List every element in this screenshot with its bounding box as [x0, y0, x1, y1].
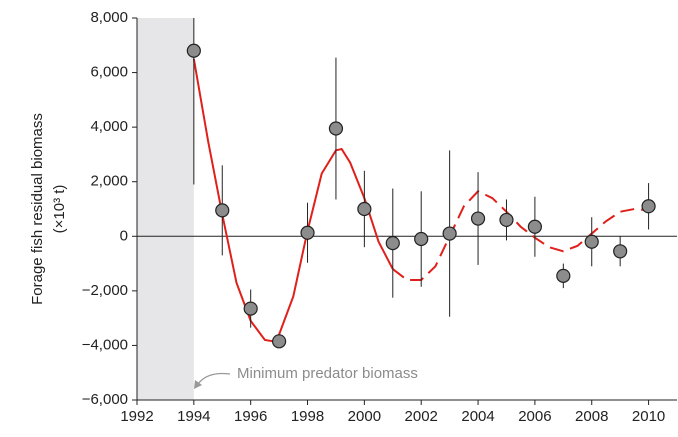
- x-tick-label: 1998: [291, 408, 324, 425]
- point: [357, 201, 372, 217]
- point: [215, 203, 230, 218]
- annotation: Minimum predator biomass: [237, 365, 418, 382]
- point: [499, 212, 514, 228]
- point: [442, 226, 457, 241]
- x-tick-label: 2006: [518, 408, 551, 425]
- point: [300, 225, 315, 240]
- plot: [192, 18, 650, 346]
- annotation-arrow: [197, 372, 231, 385]
- point: [527, 219, 542, 234]
- point: [186, 43, 201, 58]
- y-axis-label-line: (×10³ t): [51, 185, 68, 234]
- x-tick-label: 1994: [177, 408, 210, 425]
- y-axis-label: Forage fish residual biomass (×10³ t): [29, 113, 68, 305]
- point: [584, 234, 599, 249]
- point: [414, 231, 429, 247]
- y-tick-label: 4,000: [90, 118, 128, 135]
- shaded-region: [137, 18, 194, 400]
- point: [556, 268, 571, 283]
- x-tick-label: 1996: [234, 408, 267, 425]
- point: [272, 334, 287, 349]
- y-axis-label-line: Forage fish residual biomass: [29, 113, 46, 305]
- y-tick-label: 6,000: [90, 64, 128, 81]
- annotation-arrowhead: [194, 380, 202, 389]
- y-tick-label: 0: [120, 227, 128, 244]
- y-tick-label: −6,000: [82, 391, 128, 408]
- fit-curve: [392, 190, 649, 281]
- x-tick-label: 2000: [348, 408, 381, 425]
- point: [328, 121, 344, 136]
- x-tick-label: 2008: [575, 408, 608, 425]
- y-tick-label: −2,000: [82, 282, 128, 299]
- y-tick-label: 2,000: [90, 173, 128, 190]
- point: [613, 244, 628, 259]
- fit-curve: [192, 58, 394, 343]
- point: [243, 301, 258, 316]
- y-tick-label: 8,000: [90, 9, 128, 26]
- x-tick-label: 1992: [120, 408, 153, 425]
- point: [385, 236, 400, 251]
- y-tick-label: −4,000: [82, 336, 128, 353]
- point: [470, 211, 486, 226]
- x-tick-label: 2002: [405, 408, 438, 425]
- point: [641, 199, 656, 214]
- x-tick-label: 2010: [632, 408, 665, 425]
- x-tick-label: 2004: [461, 408, 494, 425]
